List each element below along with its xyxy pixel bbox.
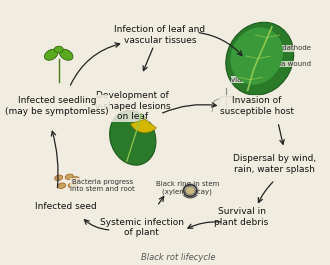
Text: Bacteria progress
into stem and root: Bacteria progress into stem and root <box>70 179 135 192</box>
Circle shape <box>182 183 199 198</box>
Text: Infection of leaf and
vascular tissues: Infection of leaf and vascular tissues <box>115 25 206 45</box>
Text: Black rot lifecycle: Black rot lifecycle <box>141 253 215 262</box>
Text: Systemic infection
of plant: Systemic infection of plant <box>100 218 184 237</box>
Text: Infected seed: Infected seed <box>35 202 97 211</box>
Text: Infected seedling
(may be symptomless): Infected seedling (may be symptomless) <box>5 96 109 116</box>
Ellipse shape <box>230 28 283 85</box>
Text: Invasion of
susceptible host: Invasion of susceptible host <box>220 96 294 116</box>
Ellipse shape <box>65 174 73 180</box>
Wedge shape <box>131 119 156 132</box>
Text: Black ring in stem
(xylem decay): Black ring in stem (xylem decay) <box>155 181 219 195</box>
Text: Development of
v-shaped lesions
on leaf: Development of v-shaped lesions on leaf <box>95 91 171 121</box>
Ellipse shape <box>59 49 73 60</box>
Text: via wound: via wound <box>275 61 311 67</box>
Text: via root: via root <box>231 77 258 83</box>
Text: via hydathode: via hydathode <box>261 45 311 51</box>
Ellipse shape <box>68 182 77 188</box>
Ellipse shape <box>58 183 66 188</box>
Circle shape <box>185 186 195 195</box>
Ellipse shape <box>54 175 63 181</box>
Ellipse shape <box>110 111 156 165</box>
Text: Dispersal by wind,
rain, water splash: Dispersal by wind, rain, water splash <box>233 154 316 174</box>
Ellipse shape <box>71 177 80 182</box>
Text: Survival in
plant debris: Survival in plant debris <box>214 207 269 227</box>
Ellipse shape <box>226 22 294 95</box>
Ellipse shape <box>45 49 58 60</box>
Ellipse shape <box>54 46 63 53</box>
